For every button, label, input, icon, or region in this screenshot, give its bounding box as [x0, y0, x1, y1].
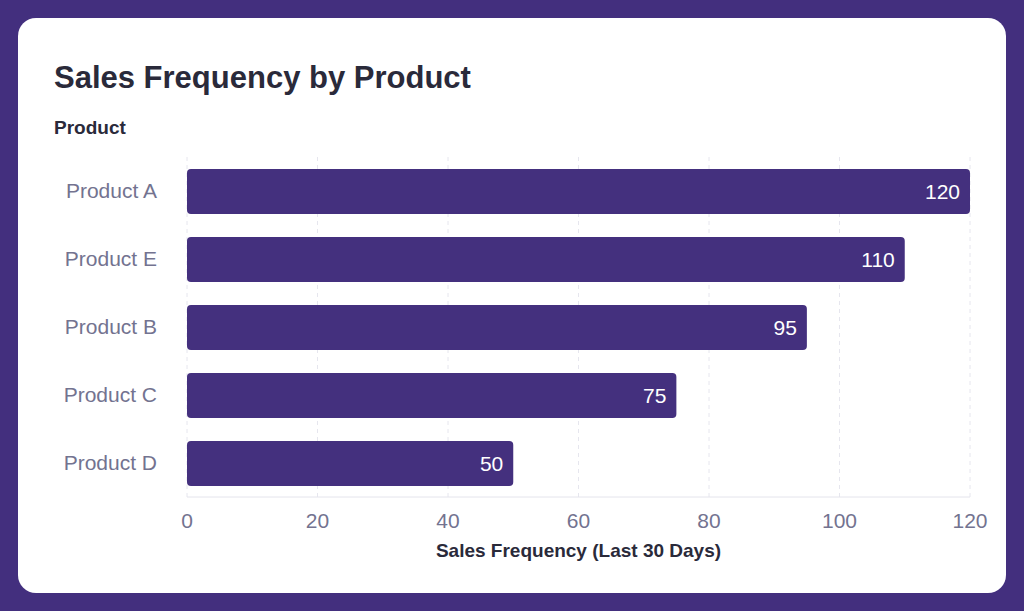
svg-text:120: 120	[925, 180, 960, 203]
svg-text:100: 100	[822, 509, 857, 532]
svg-text:Sales Frequency (Last 30 Days): Sales Frequency (Last 30 Days)	[436, 540, 721, 561]
svg-text:120: 120	[952, 509, 987, 532]
svg-text:Product D: Product D	[64, 451, 157, 474]
svg-text:80: 80	[697, 509, 720, 532]
svg-text:0: 0	[181, 509, 193, 532]
svg-text:110: 110	[861, 248, 894, 271]
svg-text:Product E: Product E	[65, 247, 157, 270]
svg-text:20: 20	[306, 509, 329, 532]
svg-text:75: 75	[643, 384, 666, 407]
svg-text:Product A: Product A	[66, 179, 157, 202]
html-text:Product: Product	[54, 117, 126, 138]
svg-text:50: 50	[480, 452, 503, 475]
svg-text:Product B: Product B	[65, 315, 157, 338]
svg-text:60: 60	[567, 509, 590, 532]
svg-text:40: 40	[436, 509, 459, 532]
svg-text:Product C: Product C	[64, 383, 157, 406]
svg-text:95: 95	[774, 316, 797, 339]
html-text:Sales Frequency by Product: Sales Frequency by Product	[54, 60, 471, 95]
